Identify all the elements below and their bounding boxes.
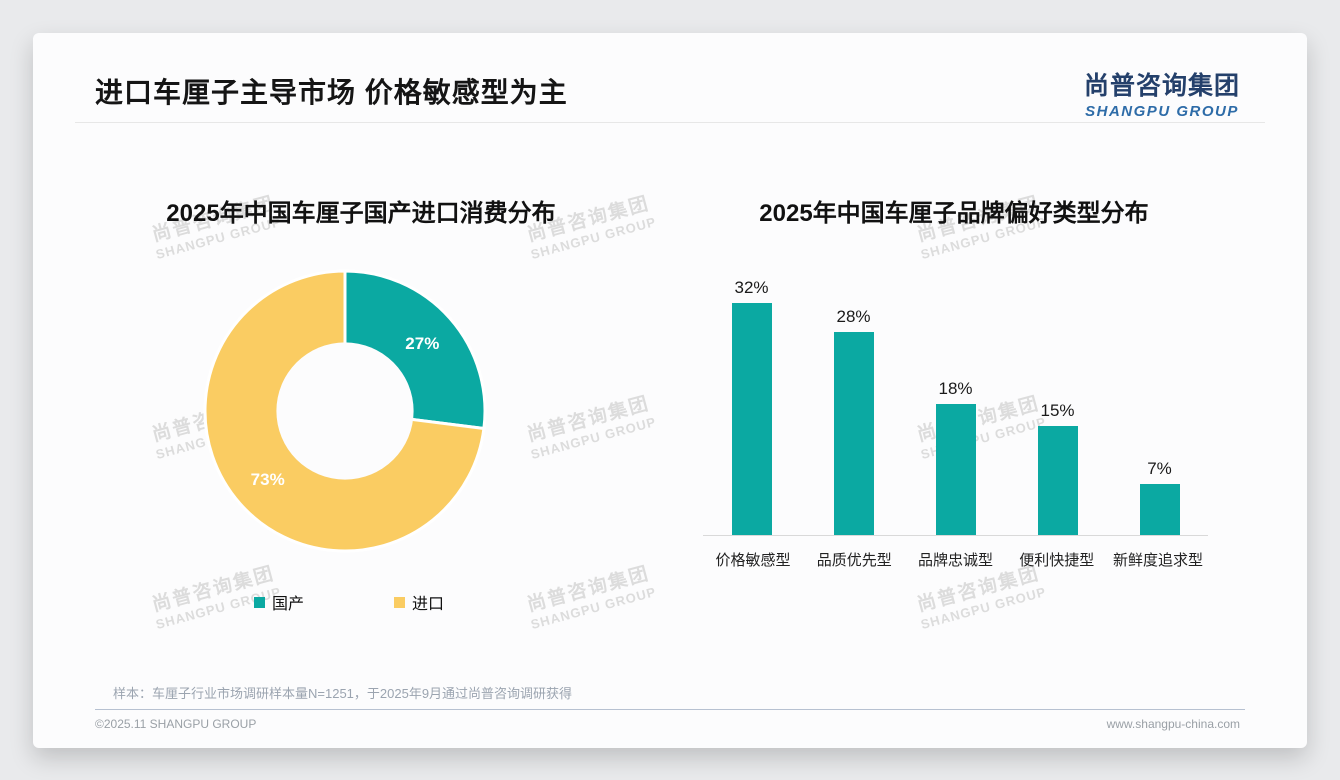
bar-column: 28% [805,307,902,535]
logo-english-text: SHANGPU GROUP [1085,103,1239,120]
legend-item-domestic: 国产 [253,590,304,614]
bar [1139,484,1180,535]
donut-value-label: 27% [405,334,439,353]
legend-swatch-domestic [253,596,265,608]
bar-category-label: 便利快捷型 [1019,552,1095,569]
bar-value-label: 18% [938,379,973,398]
bar-chart: 32% 28% 18% 15% 7% [703,33,1208,535]
bar-chart-category-row: 价格敏感型 品质优先型 品牌忠诚型 便利快捷型 新鲜度追求型 [703,549,1208,570]
slide-title: 进口车厘子主导市场 价格敏感型为主 [95,77,568,108]
donut-svg: 27% 73% [203,269,487,553]
bar-column: 15% [1009,401,1106,535]
bar-value-label: 15% [1040,401,1075,420]
legend-label-domestic: 国产 [271,596,304,613]
donut-chart: 27% 73% [195,261,495,561]
bar-column: 18% [907,379,1004,535]
bar-column: 7% [1111,459,1208,535]
donut-legend: 国产 进口 [99,590,599,614]
logo-chinese-text: 尚普咨询集团 [1083,72,1240,100]
donut-value-label: 73% [251,470,285,489]
bar [1037,426,1078,535]
bar-category-label: 品质优先型 [816,552,892,569]
bar-category-label: 价格敏感型 [715,552,791,569]
slide-card: 尚普咨询集团 SHANGPU GROUP 尚普咨询集团 SHANGPU GROUP 尚普… [33,33,1307,748]
company-logo: 尚普咨询集团 SHANGPU GROUP [1084,66,1240,120]
bar-chart-title: 2025年中国车厘子品牌偏好类型分布 [759,200,1149,227]
header-divider [75,122,1265,123]
bar-chart-x-axis [703,535,1208,536]
footer-divider [95,709,1245,710]
bar [935,404,976,535]
donut-chart-title: 2025年中国车厘子国产进口消费分布 [166,200,556,227]
footer-website: www.shangpu-china.com [1106,717,1240,731]
bar-column: 32% [703,278,800,535]
bar [833,332,874,535]
bar-value-label: 28% [836,307,871,326]
legend-item-imported: 进口 [394,590,444,614]
legend-label-imported: 进口 [412,596,445,613]
bar-category-label: 品牌忠诚型 [917,552,993,569]
bar-value-label: 32% [734,278,769,297]
legend-swatch-imported [394,596,405,608]
donut-hole [276,342,414,480]
bar [731,303,772,535]
footer-copyright: ©2025.11 SHANGPU GROUP [95,717,257,731]
bar-value-label: 7% [1147,459,1172,478]
bar-category-label: 新鲜度追求型 [1112,552,1203,569]
sample-footnote: 样本：车厘子行业市场调研样本量N=1251，于2025年9月通过尚普咨询调研获得 [113,686,573,701]
